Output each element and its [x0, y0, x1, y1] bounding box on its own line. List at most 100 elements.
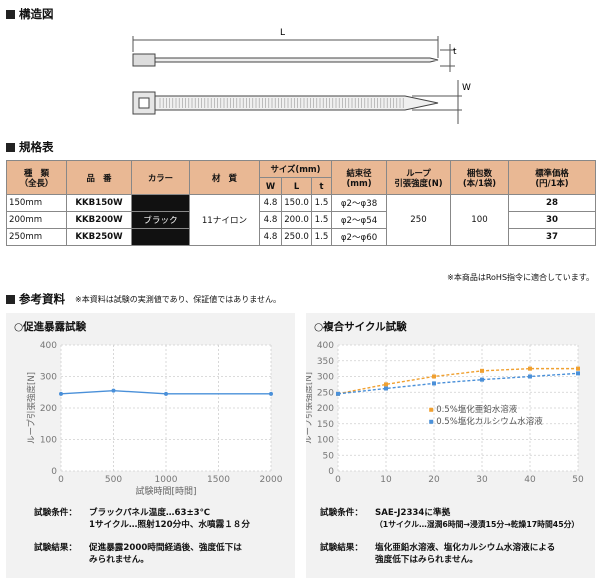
series-line [337, 367, 578, 395]
heading-square-icon [6, 142, 15, 152]
x-tick-label: 500 [105, 475, 122, 485]
accel-chart: 0 100 200 300 400 0 500 1000 1500 2000 試験時間[時間] ループ… [26, 341, 283, 497]
cycle-result-line: 塩化亜鉛水溶液、塩化カルシウム水溶液による [375, 543, 556, 553]
y-tick-label: 100 [40, 436, 57, 446]
row-length: 250mm [6, 228, 67, 246]
row-L: 200.0 [281, 211, 312, 229]
cycle-condition: 試験条件： SAE-J2334に準拠 （1サイクル…湿潤6時間→浸漬15分→乾燥… [320, 507, 579, 531]
spec-heading: 規格表 [6, 139, 54, 155]
row-price: 30 [508, 211, 596, 229]
data-point [528, 374, 532, 379]
header-part: 品 番 [66, 160, 132, 195]
legend-label: 0.5%塩化カルシウム水溶液 [436, 416, 543, 427]
header-color: カラー [131, 160, 190, 195]
structure-title: 構造図 [19, 7, 54, 21]
data-point [384, 386, 388, 391]
x-tick-label: 20 [428, 475, 440, 485]
y-tick-label: 50 [323, 451, 335, 461]
row-loop: 250 [386, 194, 451, 246]
header-W: W [259, 177, 282, 195]
reference-title: 参考資料 [19, 292, 65, 306]
x-tick-label: 2000 [260, 475, 283, 485]
cycle-result-label: 試験結果： [320, 543, 363, 553]
accel-result-label: 試験結果： [34, 543, 77, 553]
header-material: 材 質 [189, 160, 260, 195]
data-point [576, 366, 580, 371]
accel-condition: 試験条件： ブラックパネル温度…63±3℃ 1サイクル…照射120分中、水噴霧１… [34, 507, 250, 531]
x-tick-label: 0 [335, 475, 341, 485]
row-L: 150.0 [281, 194, 312, 212]
rohs-footnote: ※本商品はRoHS指令に適合しています。 [447, 273, 594, 282]
y-tick-label: 350 [317, 357, 334, 367]
row-part: KKB150W [66, 194, 132, 212]
legend-label: 0.5%塩化亜鉛水溶液 [436, 404, 518, 415]
data-point [528, 366, 532, 371]
row-bundle: φ2～φ38 [331, 194, 387, 212]
accel-result-line: みられません。 [89, 555, 149, 565]
series-line [60, 389, 271, 395]
row-t: 1.5 [311, 211, 332, 229]
accel-result-line: 促進暴露2000時間経過後、強度低下は [89, 543, 242, 553]
x-tick-label: 50 [572, 475, 584, 485]
y-tick-label: 100 [317, 436, 334, 446]
accel-cond-line: 1サイクル…照射120分中、水噴霧１８分 [89, 520, 250, 530]
data-point [576, 371, 580, 376]
x-tick-label: 30 [476, 475, 488, 485]
legend-marker [429, 419, 434, 424]
y-tick-label: 200 [40, 404, 57, 414]
row-W: 4.8 [259, 228, 282, 246]
table-row: 150mm KKB150W 11ナイロン 4.8 150.0 1.5 φ2～φ3… [6, 194, 596, 246]
row-W: 4.8 [259, 211, 282, 229]
y-tick-label: 300 [317, 373, 334, 383]
header-size: サイズ(mm) [259, 160, 332, 178]
header-loop: ループ 引張強度(N) [386, 160, 451, 195]
row-bundle: φ2～φ60 [331, 228, 387, 246]
data-point [384, 382, 388, 387]
series-line [337, 372, 579, 395]
spec-title: 規格表 [19, 140, 54, 154]
cycle-cond-line: （1サイクル…湿潤6時間→浸漬15分→乾燥17時間45分） [375, 520, 580, 529]
y-tick-label: 300 [40, 373, 57, 383]
row-material: 11ナイロン [189, 194, 260, 246]
row-W: 4.8 [259, 194, 282, 212]
heading-square-icon [6, 294, 15, 304]
x-axis-label: 試験時間[時間] [135, 485, 196, 497]
header-L: L [281, 177, 312, 195]
tie-side-view [132, 53, 439, 67]
reference-note: ※本資料は試験の実測値であり、保証値ではありません。 [75, 294, 282, 304]
header-price: 標準価格 (円/1本) [508, 160, 596, 195]
row-t: 1.5 [311, 194, 332, 212]
row-length: 150mm [6, 194, 67, 212]
table-row: 250mm KKB250W 4.8 250.0 1.5 φ2～φ60 37 [6, 228, 596, 246]
y-tick-label: 0 [328, 467, 334, 477]
cycle-panel: ○複合サイクル試験 0 50 100 150 200 250 300 350 400 0 10 20 3… [306, 313, 595, 578]
row-L: 250.0 [281, 228, 312, 246]
data-point [432, 374, 436, 379]
tie-top-view [132, 91, 439, 115]
y-tick-label: 400 [317, 341, 334, 351]
y-tick-label: 250 [317, 388, 334, 398]
label-t: t [453, 47, 457, 57]
color-swatch [131, 194, 190, 212]
y-tick-label: 150 [317, 420, 334, 430]
data-point [164, 391, 168, 396]
tie-ridges [159, 98, 404, 108]
x-tick-label: 1000 [155, 475, 178, 485]
y-tick-label: 400 [40, 341, 57, 351]
label-W: W [462, 83, 471, 93]
accel-cond-label: 試験条件： [34, 508, 77, 518]
y-axis-label: ループ引張強度[N] [26, 372, 37, 444]
legend-marker [429, 407, 434, 412]
row-bundle: φ2～φ54 [331, 211, 387, 229]
cycle-cond-line: SAE-J2334に準拠 [375, 508, 451, 518]
data-point [480, 377, 484, 382]
accel-cond-line: ブラックパネル温度…63±3℃ [89, 508, 211, 518]
reference-heading: 参考資料 ※本資料は試験の実測値であり、保証値ではありません。 [6, 291, 281, 307]
row-price: 37 [508, 228, 596, 246]
y-axis-label: ループ引張強度[N] [306, 372, 314, 444]
y-tick-label: 0 [51, 467, 57, 477]
data-point [336, 391, 340, 396]
color-swatch [131, 228, 190, 246]
data-point [111, 388, 116, 393]
accel-title: ○促進暴露試験 [14, 321, 87, 333]
